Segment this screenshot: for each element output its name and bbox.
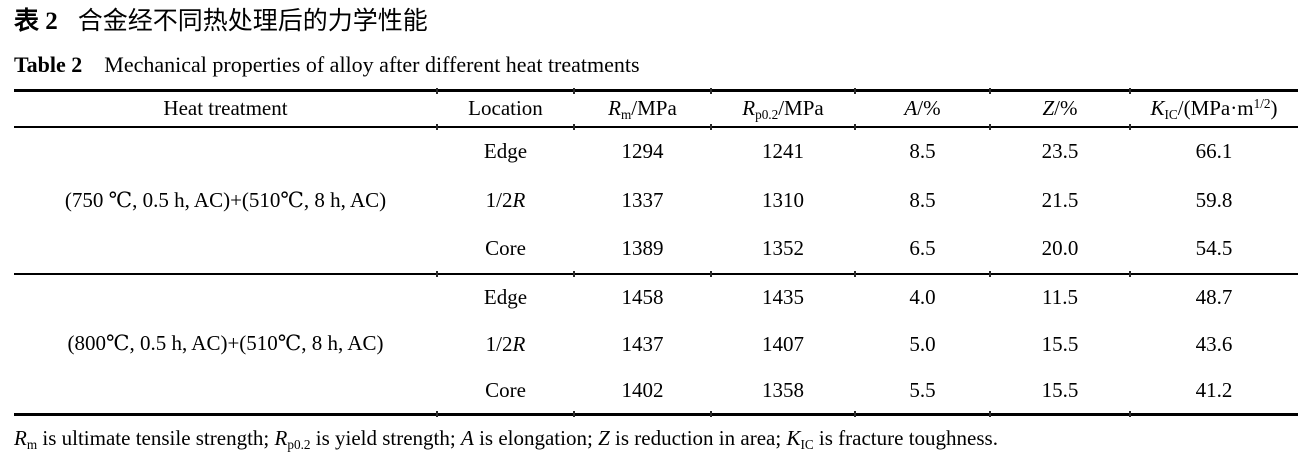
location-cell: Edge <box>483 139 528 163</box>
a-cell: 5.0 <box>909 331 936 356</box>
rp02-cell: 1352 <box>762 236 804 260</box>
location-cell: Core <box>485 236 526 260</box>
z-cell: 15.5 <box>1041 331 1079 356</box>
a-cell: 4.0 <box>854 271 990 321</box>
table-row: (800℃, 0.5 h, AC)+(510℃, 8 h, AC) Edge 1… <box>14 271 1298 416</box>
col-header-a: A/% <box>854 86 990 128</box>
rm-cell: 1389 <box>621 236 664 260</box>
table-number-cn: 表 2 <box>14 8 58 35</box>
kic-cell: 66.1 <box>1195 139 1233 163</box>
a-cell: 8.5 <box>909 187 936 212</box>
table-row: 1/2R 1437 1407 5.0 15.5 43.6 <box>14 321 1298 368</box>
table-title-english: Table 2 Mechanical properties of alloy af… <box>0 37 1305 78</box>
z-cell: 23.5 <box>1041 139 1079 163</box>
heat-treatment-cell: (750 ℃, 0.5 h, AC)+(510℃, 8 h, AC) <box>64 187 387 212</box>
z-cell: 11.5 <box>989 271 1130 321</box>
a-cell: 6.5 <box>909 236 936 260</box>
location-cell: 1/2R <box>485 331 526 356</box>
location-cell: Core <box>436 367 574 417</box>
mechanical-properties-table: Heat treatment Location Rm/MPa Rp0.2/MPa… <box>14 86 1298 417</box>
table-title-chinese: 表 2 合金经不同热处理后的力学性能 <box>0 0 1305 37</box>
rm-cell: 1294 <box>621 139 664 163</box>
col-header-kic: KIC/(MPa·m1/2) <box>1129 86 1298 128</box>
col-header-rm: Rm/MPa <box>573 86 711 128</box>
table-row: 1/2R 1337 1310 8.5 21.5 59.8 <box>14 176 1298 225</box>
table-number-en: Table 2 <box>14 52 83 77</box>
kic-cell: 43.6 <box>1195 331 1233 356</box>
rm-cell: 1437 <box>621 331 664 356</box>
col-header-location: Location <box>436 86 574 128</box>
table-caption-cn: 合金经不同热处理后的力学性能 <box>77 8 428 35</box>
table-caption-en: Mechanical properties of alloy after dif… <box>104 52 640 77</box>
rm-cell: 1458 <box>573 271 711 321</box>
table-row: (750 ℃, 0.5 h, AC)+(510℃, 8 h, AC) Edge … <box>14 127 1298 212</box>
rm-cell: 1402 <box>573 367 711 417</box>
z-cell: 21.5 <box>1041 187 1079 212</box>
rp02-cell: 1310 <box>762 187 804 212</box>
table-row: Core 1389 1352 6.5 20.0 54.5 <box>14 225 1298 274</box>
rp02-cell: 1407 <box>762 331 804 356</box>
col-header-heat-treatment: Heat treatment <box>14 90 437 128</box>
header-row: Heat treatment Location Rm/MPa Rp0.2/MPa… <box>14 86 1298 128</box>
table-row: Core 1402 1358 5.5 15.5 41.2 <box>14 367 1298 417</box>
col-header-z: Z/% <box>989 86 1130 128</box>
z-cell: 20.0 <box>1041 236 1079 260</box>
z-cell: 15.5 <box>989 367 1130 417</box>
a-cell: 8.5 <box>909 139 936 163</box>
kic-cell: 54.5 <box>1195 236 1233 260</box>
a-cell: 5.5 <box>854 367 990 417</box>
kic-cell: 59.8 <box>1195 187 1233 212</box>
kic-cell: 48.7 <box>1129 271 1298 321</box>
location-cell: Edge <box>436 271 574 321</box>
rp02-cell: 1358 <box>710 367 855 417</box>
rm-cell: 1337 <box>621 187 664 212</box>
rp02-cell: 1241 <box>762 139 804 163</box>
heat-treatment-cell: (800℃, 0.5 h, AC)+(510℃, 8 h, AC) <box>14 272 437 416</box>
table-footnote: Rm is ultimate tensile strength; Rp0.2 i… <box>14 426 998 452</box>
kic-cell: 41.2 <box>1129 367 1298 417</box>
location-cell: 1/2R <box>485 187 526 212</box>
col-header-rp02: Rp0.2/MPa <box>710 86 855 128</box>
rp02-cell: 1435 <box>710 271 855 321</box>
